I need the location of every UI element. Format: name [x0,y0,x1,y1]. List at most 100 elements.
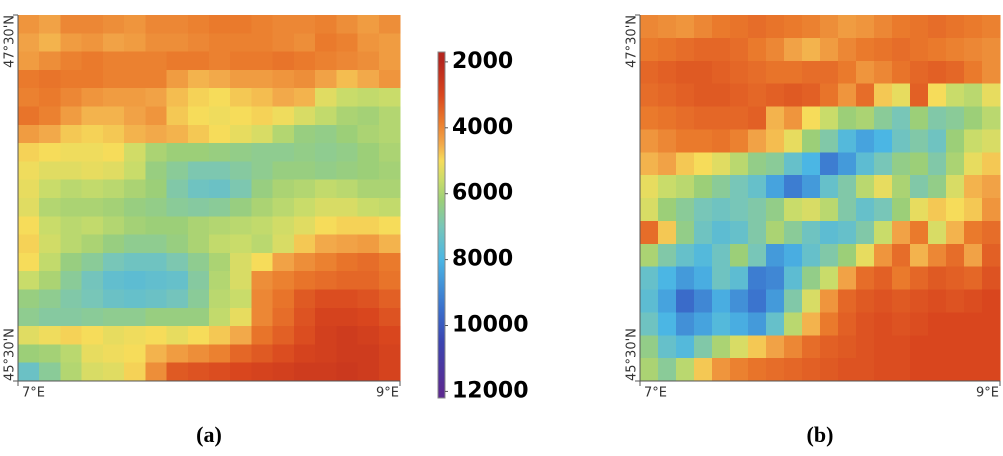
heatmap-cell [166,124,189,144]
heatmap-cell [124,161,146,181]
heatmap-cell [357,252,380,272]
heatmap-cell [982,15,1001,39]
heatmap-cell [694,198,713,222]
heatmap-cell [784,60,803,85]
heatmap-cell [187,124,210,144]
heatmap-cell [730,15,749,39]
heatmap-cell [209,69,231,89]
heatmap-cell [357,271,380,291]
heatmap-cell [712,129,731,153]
heatmap-cell [145,143,168,162]
heatmap-cell [694,37,713,62]
heatmap-cell [60,344,83,364]
heatmap-cell [60,161,83,181]
heatmap-cell [874,266,893,291]
heatmap-cell [272,106,295,126]
heatmap-cell [712,37,731,62]
heatmap-cell [982,175,1001,199]
heatmap-cell [166,252,189,272]
heatmap-cell [209,88,231,108]
heatmap-cell [166,362,189,382]
heatmap-cell [145,106,168,126]
heatmap-cell [802,175,821,199]
heatmap-cell [18,51,40,71]
heatmap-cell [145,51,168,71]
heatmap-cell [124,271,146,291]
heatmap-cell [874,198,893,222]
heatmap-cell [336,15,359,34]
heatmap-cell [784,243,803,268]
heatmap-cell [748,289,767,313]
heatmap-cell [81,33,104,53]
heatmap-cell [336,216,359,236]
heatmap-cell [293,69,316,89]
heatmap-cell [336,271,359,291]
heatmap-cell [124,362,146,382]
heatmap-cell [730,358,749,382]
heatmap-cell [766,106,785,130]
heatmap-cell [251,307,274,327]
heatmap-cell [293,106,316,126]
heatmap-cell [18,69,40,89]
heatmap-cell [892,152,911,176]
heatmap-cell [946,129,965,153]
heatmap-cell [60,326,83,345]
heatmap-cell [658,175,677,199]
heatmap-cell [251,161,274,181]
heatmap-cell [102,33,125,53]
heatmap-cell [676,175,695,199]
heatmap-cell [802,335,821,359]
heatmap-cell [712,152,731,176]
heatmap-cell [892,335,911,359]
heatmap-cell [378,106,401,126]
heatmap-cell [838,198,857,222]
heatmap-cell [892,83,911,108]
heatmap-cell [964,335,983,359]
heatmap-cell [748,312,767,336]
heatmap-cell [293,234,316,254]
heatmap-cell [209,252,231,272]
heatmap-cell [712,60,731,85]
heatmap-cell [784,335,803,359]
heatmap-cell [892,37,911,62]
heatmap-cell [378,69,401,89]
heatmap-cell [102,51,125,71]
heatmap-cell [357,198,380,217]
heatmap-cell [293,88,316,108]
heatmap-cell [856,106,875,130]
heatmap-cell [640,175,659,199]
heatmap-cell [874,175,893,199]
heatmap-cell [272,252,295,272]
heatmap-cell [293,124,316,144]
heatmap-cell [60,124,83,144]
heatmap-cell [336,252,359,272]
heatmap-cell [748,152,767,176]
heatmap-cell [766,129,785,153]
heatmap-cell [910,220,929,245]
heatmap-cell [982,106,1001,130]
heatmap-cell [166,289,189,309]
heatmap-cell [378,161,401,181]
heatmap-cell [766,83,785,108]
heatmap-cell [694,15,713,39]
heatmap-cell [102,198,125,217]
heatmap-cell [820,289,839,313]
heatmap-cell [39,344,62,364]
heatmap-cell [802,289,821,313]
heatmap-cell [145,307,168,327]
heatmap-cell [166,326,189,345]
heatmap-cell [18,198,40,217]
heatmap-cell [166,161,189,181]
heatmap-cell [209,179,231,199]
heatmap-cell [187,179,210,199]
heatmap-cell [730,312,749,336]
heatmap-cell [892,129,911,153]
heatmap-cell [39,106,62,126]
heatmap-cell [39,179,62,199]
heatmap-cell [166,216,189,236]
heatmap-cell [640,60,659,85]
heatmap-cell [187,143,210,162]
heatmap-cell [293,344,316,364]
heatmap-cell [230,179,253,199]
heatmap-cell [856,83,875,108]
